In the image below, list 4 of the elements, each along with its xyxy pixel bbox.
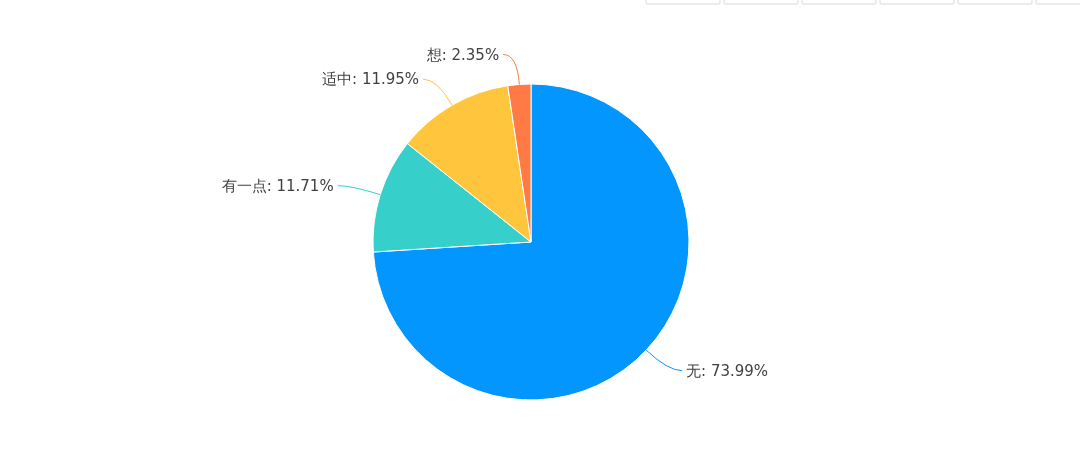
slice-label: 适中: 11.95% [322,70,420,89]
slice-label: 无: 73.99% [686,361,769,380]
slice-label: 有一点: 11.71% [221,176,334,195]
slice-label: 想: 2.35% [425,45,500,64]
